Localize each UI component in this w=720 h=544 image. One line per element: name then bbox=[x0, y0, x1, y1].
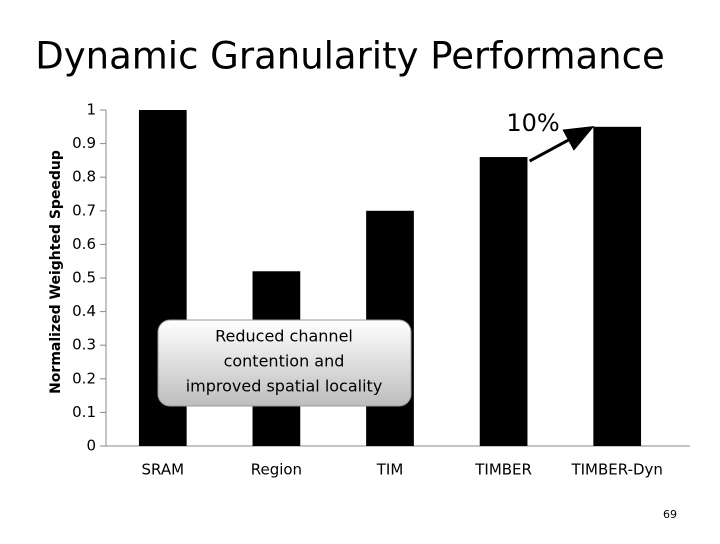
y-tick-label: 0.4 bbox=[72, 302, 96, 320]
bar bbox=[479, 157, 528, 447]
y-tick-label: 0.1 bbox=[72, 403, 96, 421]
callout-text: contention and bbox=[224, 352, 345, 371]
annotation: 10% bbox=[506, 109, 559, 137]
x-tick-label: TIMBER-Dyn bbox=[570, 461, 662, 479]
x-tick-label: SRAM bbox=[142, 461, 185, 479]
callout-text: improved spatial locality bbox=[186, 377, 383, 396]
annotation-arrow bbox=[528, 125, 595, 163]
bar bbox=[593, 126, 642, 447]
y-tick-label: 0.3 bbox=[72, 336, 96, 354]
y-tick-label: 0.6 bbox=[72, 235, 96, 253]
x-tick-label: TIM bbox=[376, 461, 404, 479]
chart-title: Dynamic Granularity Performance bbox=[35, 35, 664, 78]
y-tick-label: 0.5 bbox=[72, 269, 96, 287]
callout-box bbox=[157, 319, 412, 407]
y-tick-label: 0 bbox=[86, 437, 96, 455]
x-tick-label: Region bbox=[251, 461, 302, 479]
y-tick-label: 0.2 bbox=[72, 369, 96, 387]
callout-text: Reduced channel bbox=[215, 327, 353, 346]
y-tick-label: 0.9 bbox=[72, 134, 96, 152]
y-tick-label: 0.7 bbox=[72, 201, 96, 219]
y-axis-label: Normalized Weighted Speedup bbox=[48, 150, 64, 394]
x-tick-label: TIMBER bbox=[474, 461, 532, 479]
y-tick-label: 0.8 bbox=[72, 168, 96, 186]
page-number: 69 bbox=[663, 508, 677, 521]
y-tick-label: 1 bbox=[86, 101, 96, 119]
